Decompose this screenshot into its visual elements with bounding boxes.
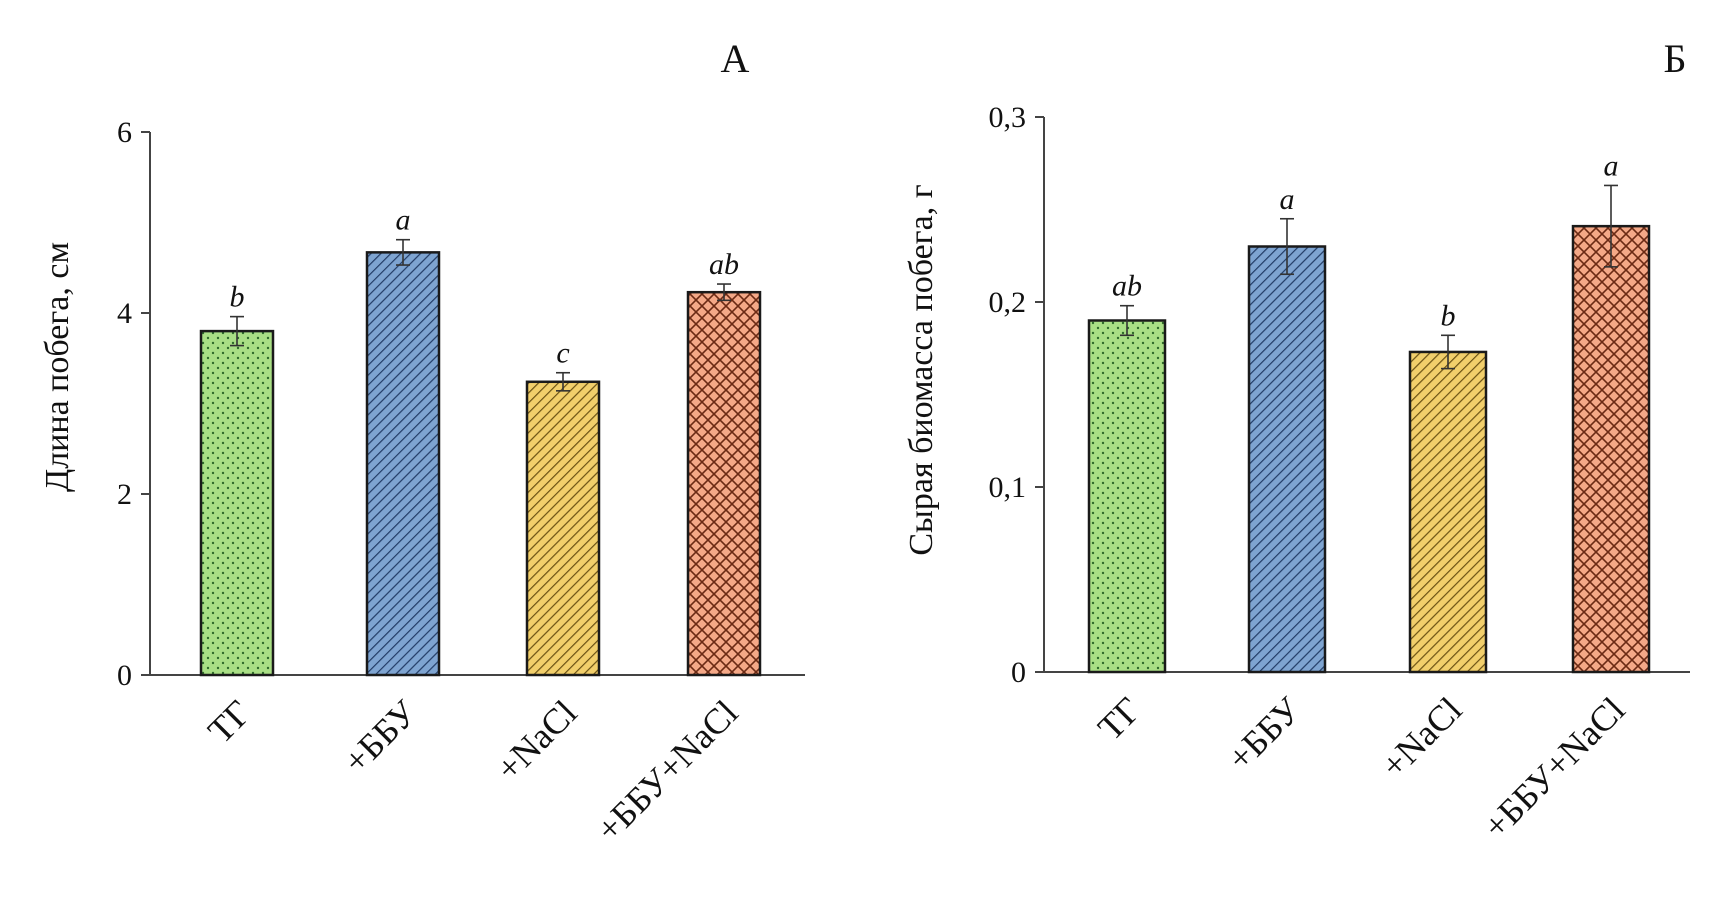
bar	[1571, 224, 1651, 674]
bar	[1087, 319, 1167, 674]
significance-label: a	[1604, 149, 1619, 182]
x-tick-label: ТГ	[1090, 689, 1149, 748]
y-tick-label: 0	[117, 659, 132, 692]
panel-label: Б	[1664, 36, 1687, 81]
bar	[365, 251, 441, 677]
x-tick-label: +NaCl	[488, 692, 584, 788]
bar	[1247, 245, 1327, 674]
bar	[199, 329, 275, 677]
y-tick-label: 0	[1011, 656, 1026, 689]
significance-label: ab	[709, 248, 739, 281]
x-tick-label: +ББУ+NaCl	[589, 692, 746, 849]
bar	[686, 290, 762, 677]
x-tick-label: ТГ	[200, 692, 259, 751]
bar	[525, 380, 601, 677]
y-axis-label: Длина побега, см	[39, 242, 76, 492]
chart-panel-b: Б Сырая биомасса побега, г 0 0,1 0,2 0,3 ТГ +…	[903, 36, 1690, 846]
panel-label: А	[721, 36, 750, 81]
y-tick-label: 4	[117, 297, 132, 330]
y-tick-label: 2	[117, 478, 132, 511]
y-axis-label: Сырая биомасса побега, г	[903, 184, 940, 555]
y-tick-label: 0,3	[989, 101, 1027, 134]
x-tick-label: +ББУ	[1220, 689, 1309, 778]
x-tick-label: +ББУ+NaCl	[1476, 689, 1633, 846]
bar	[1408, 350, 1488, 674]
y-tick-label: 6	[117, 116, 132, 149]
y-tick-label: 0,2	[989, 286, 1027, 319]
significance-label: b	[1441, 299, 1456, 332]
significance-label: b	[230, 281, 245, 314]
x-tick-label: +NaCl	[1373, 689, 1469, 785]
y-tick-label: 0,1	[989, 471, 1027, 504]
significance-label: c	[556, 337, 569, 370]
x-tick-label: +ББУ	[336, 692, 425, 781]
significance-label: ab	[1112, 270, 1142, 303]
bars: b a c ab	[199, 204, 762, 677]
significance-label: a	[396, 204, 411, 237]
significance-label: a	[1280, 183, 1295, 216]
